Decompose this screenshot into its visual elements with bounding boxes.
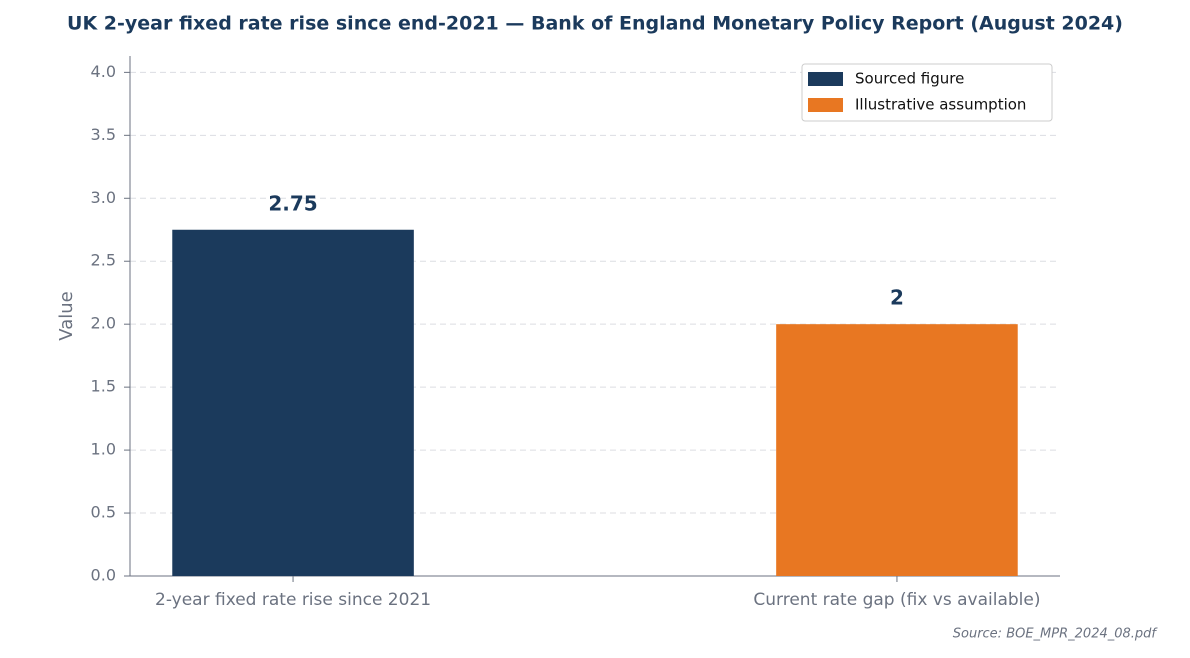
y-tick-label: 2.5 xyxy=(91,251,116,270)
y-tick-label: 3.0 xyxy=(91,188,116,207)
bar xyxy=(172,229,414,576)
bar xyxy=(776,324,1018,576)
y-tick-label: 1.5 xyxy=(91,377,116,396)
legend-label: Illustrative assumption xyxy=(855,96,1026,114)
chart-title: UK 2-year fixed rate rise since end-2021… xyxy=(67,13,1123,35)
value-label: 2.75 xyxy=(268,191,317,215)
y-tick-label: 3.5 xyxy=(91,125,116,144)
y-axis-label: Value xyxy=(56,291,77,340)
x-tick-label: 2-year fixed rate rise since 2021 xyxy=(155,590,431,610)
legend-swatch xyxy=(808,72,843,86)
y-tick-label: 0.0 xyxy=(91,566,116,585)
legend-swatch xyxy=(808,98,843,112)
y-tick-label: 2.0 xyxy=(91,314,116,333)
y-tick-label: 1.0 xyxy=(91,440,116,459)
y-tick-label: 0.5 xyxy=(91,503,116,522)
y-tick-label: 4.0 xyxy=(91,62,116,81)
x-tick-label: Current rate gap (fix vs available) xyxy=(753,590,1040,610)
source-note: Source: BOE_MPR_2024_08.pdf xyxy=(953,627,1159,642)
value-label: 2 xyxy=(890,286,904,310)
legend-box xyxy=(801,63,1053,122)
legend-label: Sourced figure xyxy=(855,70,964,88)
